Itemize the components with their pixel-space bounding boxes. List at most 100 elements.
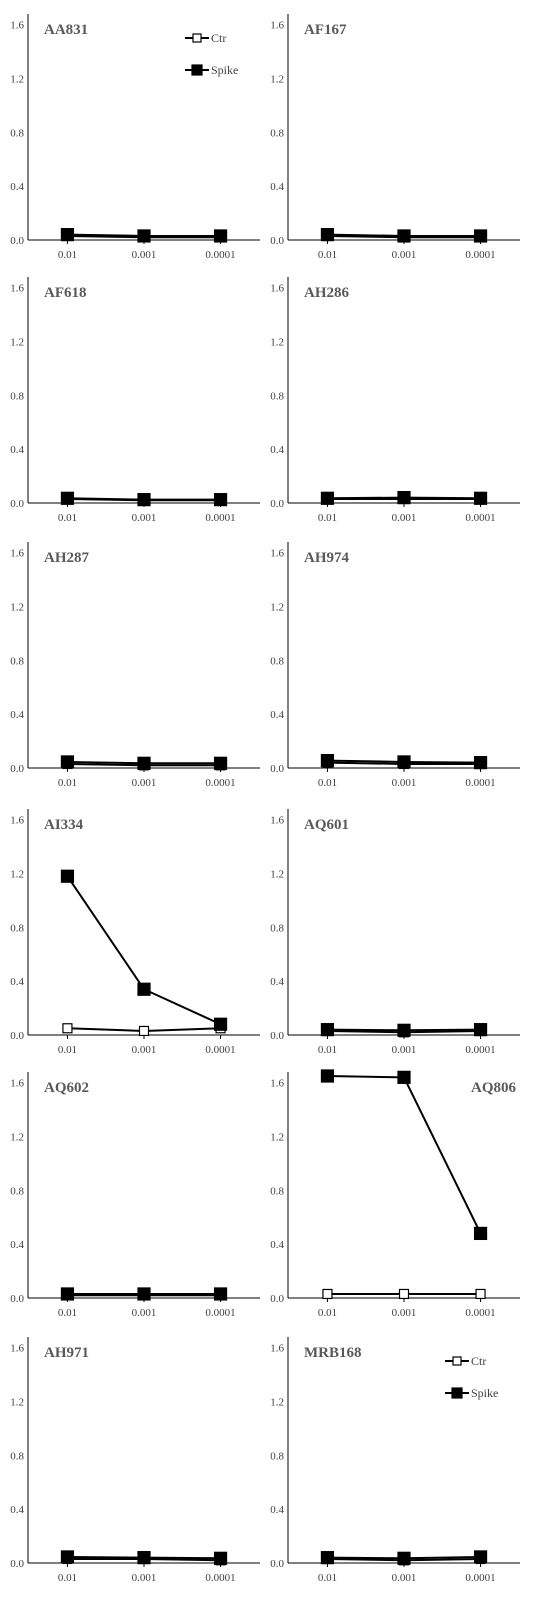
legend-label: Spike (211, 63, 238, 77)
ctr-point (322, 1288, 333, 1300)
spike-point (60, 1287, 75, 1301)
x-tick-label: 0.0001 (205, 1572, 235, 1584)
y-tick-label: 1.6 (10, 548, 24, 560)
panel-aq601: 0.0 0.4 0.8 1.2 1.6 0.01 0.001 0.0001 AQ601 (270, 809, 520, 1056)
y-tick-label: 0.4 (270, 709, 284, 721)
y-tick-label: 1.2 (270, 74, 284, 86)
y-tick-label: 0.4 (10, 1504, 24, 1516)
y-tick-label: 0.8 (10, 655, 24, 667)
y-tick-label: 0.0 (270, 763, 284, 775)
y-tick-label: 1.6 (270, 1343, 284, 1355)
panel-title: AH287 (44, 550, 90, 566)
panel-title: AH971 (44, 1345, 89, 1361)
panel-title: AF167 (304, 22, 347, 38)
x-tick-label: 0.0001 (465, 1572, 495, 1584)
x-tick-label: 0.01 (58, 512, 77, 524)
spike-point (60, 869, 75, 883)
ctr-point (475, 1288, 486, 1300)
spike-point (137, 982, 151, 996)
legend-label: Spike (471, 1386, 498, 1400)
y-tick-label: 0.0 (10, 763, 24, 775)
spike-point (213, 1017, 228, 1031)
legend-item-ctr: Ctr (445, 1354, 486, 1368)
spike-point (60, 228, 75, 242)
y-tick-label: 1.6 (270, 20, 284, 32)
spike-point (213, 1287, 228, 1301)
y-tick-label: 0.8 (10, 1185, 24, 1197)
spike-point (397, 1070, 411, 1084)
x-tick-label: 0.001 (132, 1572, 157, 1584)
x-tick-label: 0.001 (392, 1044, 417, 1056)
panel-ah974: 0.0 0.4 0.8 1.2 1.6 0.01 0.001 0.0001 AH974 (270, 542, 520, 789)
panel-title: AF618 (44, 285, 87, 301)
spike-point (60, 491, 75, 505)
spike-series-line (66, 875, 221, 1026)
y-tick-label: 1.6 (270, 815, 284, 827)
y-tick-label: 0.0 (270, 1030, 284, 1042)
x-tick-label: 0.01 (318, 249, 337, 261)
y-tick-label: 0.0 (270, 1293, 284, 1305)
x-tick-label: 0.0001 (205, 249, 235, 261)
spike-point (397, 1023, 411, 1037)
y-tick-label: 0.0 (10, 1558, 24, 1570)
x-tick-label: 0.001 (392, 512, 417, 524)
panel-title: AH286 (304, 285, 350, 301)
y-tick-label: 0.4 (10, 976, 24, 988)
panel-ah286: 0.0 0.4 0.8 1.2 1.6 0.01 0.001 0.0001 AH286 (270, 277, 520, 524)
spike-point (213, 1551, 228, 1565)
y-tick-label: 1.2 (10, 337, 24, 349)
x-tick-label: 0.0001 (205, 1307, 235, 1319)
y-tick-label: 0.4 (10, 444, 24, 456)
y-tick-label: 0.8 (270, 922, 284, 934)
legend-marker (192, 33, 202, 43)
x-tick-label: 0.0001 (205, 512, 235, 524)
spike-point (320, 228, 335, 242)
y-tick-label: 0.0 (10, 498, 24, 510)
y-tick-label: 0.8 (270, 655, 284, 667)
spike-point (473, 1023, 488, 1037)
panel-title: AI334 (44, 817, 84, 833)
x-tick-label: 0.0001 (465, 777, 495, 789)
x-tick-label: 0.001 (132, 512, 157, 524)
panel-mrb168: 0.0 0.4 0.8 1.2 1.6 0.01 0.001 0.0001 MRB168 Ctr S… (270, 1337, 520, 1584)
x-tick-label: 0.01 (318, 1044, 337, 1056)
spike-point (137, 756, 151, 770)
panel-title: AH974 (304, 550, 350, 566)
spike-point (397, 1551, 411, 1565)
spike-point (473, 491, 488, 505)
y-tick-label: 1.6 (270, 1078, 284, 1090)
x-tick-label: 0.01 (58, 777, 77, 789)
y-tick-label: 0.8 (10, 922, 24, 934)
x-tick-label: 0.01 (58, 1572, 77, 1584)
spike-point (320, 1023, 335, 1037)
y-tick-label: 1.6 (10, 283, 24, 295)
x-tick-label: 0.0001 (465, 512, 495, 524)
y-tick-label: 0.0 (270, 498, 284, 510)
x-tick-label: 0.01 (58, 249, 77, 261)
y-tick-label: 0.4 (270, 1504, 284, 1516)
y-tick-label: 0.4 (270, 444, 284, 456)
x-tick-label: 0.0001 (465, 1044, 495, 1056)
spike-point (397, 755, 411, 769)
y-tick-label: 0.4 (270, 1239, 284, 1251)
legend-label: Ctr (471, 1354, 486, 1368)
spike-point (473, 229, 488, 243)
spike-point (320, 491, 335, 505)
spike-point (137, 1551, 151, 1565)
x-tick-label: 0.001 (392, 1572, 417, 1584)
y-tick-label: 1.6 (10, 815, 24, 827)
y-tick-label: 1.2 (270, 1132, 284, 1144)
y-tick-label: 0.0 (10, 1293, 24, 1305)
spike-point (320, 753, 335, 768)
spike-point (473, 1550, 488, 1564)
x-tick-label: 0.001 (132, 1044, 157, 1056)
x-tick-label: 0.0001 (205, 1044, 235, 1056)
y-tick-label: 0.8 (270, 127, 284, 139)
spike-point (320, 1069, 335, 1083)
x-tick-label: 0.001 (392, 1307, 417, 1319)
spike-point (137, 493, 151, 507)
panel-af618: 0.0 0.4 0.8 1.2 1.6 0.01 0.001 0.0001 AF618 (10, 277, 260, 524)
x-tick-label: 0.001 (392, 777, 417, 789)
spike-point (397, 229, 411, 243)
